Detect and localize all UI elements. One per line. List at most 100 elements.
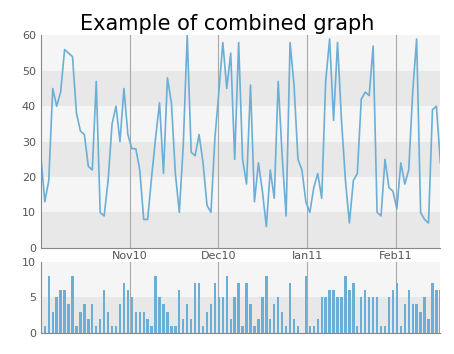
Bar (41, 262, 440, 297)
Bar (305, 276, 307, 333)
Bar (336, 297, 339, 333)
Bar (388, 297, 390, 333)
Bar (48, 276, 50, 333)
Bar (435, 290, 438, 333)
Bar (233, 297, 236, 333)
Bar (309, 326, 311, 333)
Bar (273, 304, 276, 333)
Bar (147, 319, 149, 333)
Bar (91, 304, 94, 333)
Bar (439, 290, 442, 333)
Bar (79, 312, 82, 333)
Bar (245, 283, 248, 333)
Bar (111, 326, 113, 333)
Bar (281, 312, 283, 333)
Text: Example of combined graph: Example of combined graph (80, 14, 374, 34)
Bar (313, 326, 315, 333)
Bar (206, 312, 208, 333)
Bar (123, 283, 125, 333)
Bar (39, 276, 42, 333)
Bar (396, 283, 398, 333)
Bar (297, 326, 299, 333)
Bar (52, 312, 54, 333)
Bar (59, 290, 62, 333)
Bar (424, 297, 426, 333)
Bar (340, 297, 343, 333)
Bar (372, 297, 374, 333)
Bar (178, 290, 181, 333)
Bar (127, 290, 129, 333)
Bar (415, 304, 418, 333)
Bar (384, 326, 386, 333)
Bar (95, 326, 98, 333)
Bar (67, 304, 70, 333)
Bar (237, 283, 240, 333)
Bar (150, 326, 153, 333)
Bar (115, 326, 117, 333)
Bar (411, 304, 414, 333)
Bar (186, 304, 188, 333)
Bar (190, 319, 192, 333)
Bar (408, 290, 410, 333)
Bar (75, 326, 78, 333)
Bar (44, 326, 46, 333)
Bar (198, 283, 200, 333)
Bar (242, 326, 244, 333)
Bar (289, 283, 291, 333)
Bar (419, 312, 422, 333)
Bar (170, 326, 173, 333)
Bar (87, 319, 89, 333)
Bar (134, 312, 137, 333)
Bar (202, 326, 204, 333)
Bar (360, 297, 362, 333)
Bar (352, 283, 355, 333)
Bar (404, 304, 406, 333)
Bar (154, 276, 157, 333)
Bar (143, 312, 145, 333)
Bar (41, 142, 440, 177)
Bar (41, 71, 440, 106)
Bar (71, 276, 74, 333)
Bar (64, 290, 66, 333)
Bar (41, 177, 440, 212)
Bar (182, 319, 184, 333)
Bar (344, 276, 347, 333)
Bar (174, 326, 177, 333)
Bar (194, 283, 196, 333)
Bar (328, 290, 331, 333)
Bar (41, 297, 440, 333)
Bar (99, 319, 101, 333)
Bar (261, 297, 264, 333)
Bar (431, 283, 434, 333)
Bar (356, 326, 359, 333)
Bar (138, 312, 141, 333)
Bar (427, 319, 429, 333)
Bar (321, 297, 323, 333)
Bar (368, 297, 370, 333)
Bar (210, 304, 212, 333)
Bar (166, 312, 168, 333)
Bar (316, 319, 319, 333)
Bar (364, 290, 366, 333)
Bar (107, 312, 109, 333)
Bar (253, 326, 256, 333)
Bar (131, 297, 133, 333)
Bar (325, 297, 327, 333)
Bar (293, 319, 295, 333)
Bar (162, 304, 165, 333)
Bar (392, 290, 394, 333)
Bar (249, 304, 252, 333)
Bar (269, 319, 271, 333)
Bar (158, 297, 161, 333)
Bar (103, 290, 105, 333)
Bar (380, 326, 382, 333)
Bar (222, 297, 224, 333)
Bar (277, 297, 279, 333)
Bar (230, 319, 232, 333)
Bar (257, 319, 260, 333)
Bar (119, 304, 121, 333)
Bar (265, 276, 267, 333)
Bar (348, 290, 350, 333)
Bar (55, 297, 58, 333)
Bar (285, 326, 287, 333)
